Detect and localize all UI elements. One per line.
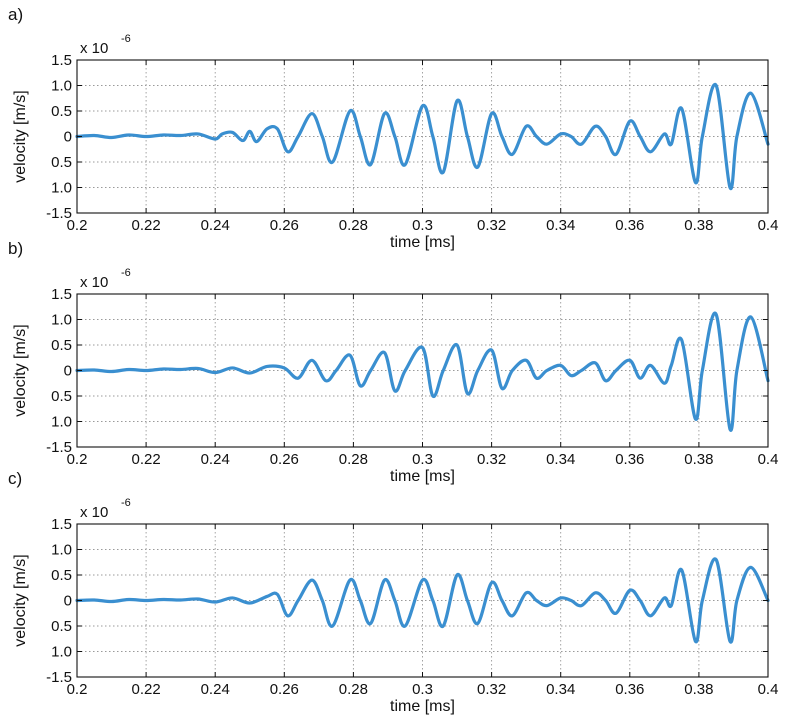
y-tick-label: -1.5 — [46, 439, 72, 456]
x-tick-label: 0.24 — [201, 451, 230, 468]
y-multiplier-label: x 10 — [80, 504, 108, 521]
x-tick-label: 0.38 — [684, 681, 713, 698]
x-axis-label: time [ms] — [390, 698, 455, 715]
x-tick-label: 0.32 — [477, 681, 506, 698]
y-tick-label: 0 — [64, 129, 72, 146]
y-tick-label: -1.5 — [46, 205, 72, 222]
x-tick-label: 0.34 — [546, 681, 575, 698]
y-tick-label: 0 — [64, 593, 72, 610]
chart-panel-1: a) x 10 -6 0.2 0.22 0.24 0.26 0.28 0.3 0.32 0.34 0.… — [8, 5, 778, 251]
y-tick-label: 1.0 — [51, 180, 72, 197]
x-tick-label: 0.38 — [684, 217, 713, 234]
x-tick-label: 0.34 — [546, 451, 575, 468]
y-tick-label: 0.5 — [51, 567, 72, 584]
x-tick-label: 0.22 — [131, 681, 160, 698]
y-tick-label: 0.5 — [51, 103, 72, 120]
y-tick-label: 1.5 — [51, 516, 72, 533]
y-tick-label: 1.5 — [51, 286, 72, 303]
y-tick-label: 1.5 — [51, 52, 72, 69]
y-tick-label: 1.0 — [51, 78, 72, 95]
x-tick-label: 0.28 — [339, 217, 368, 234]
x-tick-label: 0.3 — [412, 217, 433, 234]
y-tick-label: 0.5 — [51, 337, 72, 354]
panel-label: c) — [8, 469, 22, 488]
chart-panel-3: c) x 10 -6 0.2 0.22 0.24 0.26 0.28 0.3 0.32 0.34 0.… — [8, 469, 778, 715]
x-axis-label: time [ms] — [390, 234, 455, 251]
y-tick-label: 1.0 — [51, 542, 72, 559]
chart-panel-2: b) x 10 -6 0.2 0.22 0.24 0.26 0.28 0.3 0.32 0.34 0.… — [8, 239, 778, 485]
x-tick-label: 0.32 — [477, 451, 506, 468]
x-tick-label: 0.2 — [67, 681, 88, 698]
x-tick-label: 0.22 — [131, 451, 160, 468]
series-line — [75, 557, 770, 644]
y-tick-label: 1.0 — [51, 644, 72, 661]
x-tick-label: 0.24 — [201, 217, 230, 234]
x-tick-label: 0.36 — [615, 217, 644, 234]
y-exponent-label: -6 — [121, 33, 131, 45]
y-axis-label: velocity [m/s] — [12, 90, 29, 182]
x-tick-label: 0.4 — [758, 451, 779, 468]
y-axis-label: velocity [m/s] — [12, 324, 29, 416]
y-tick-label: 0.5 — [51, 618, 72, 635]
series-line — [75, 311, 770, 432]
x-tick-label: 0.3 — [412, 451, 433, 468]
x-tick-label: 0.28 — [339, 681, 368, 698]
x-tick-label: 0.26 — [270, 217, 299, 234]
x-tick-label: 0.26 — [270, 451, 299, 468]
x-tick-label: 0.4 — [758, 217, 779, 234]
x-tick-label: 0.24 — [201, 681, 230, 698]
y-exponent-label: -6 — [121, 497, 131, 509]
x-tick-label: 0.2 — [67, 451, 88, 468]
y-axis-label: velocity [m/s] — [12, 554, 29, 646]
y-tick-label: -1.5 — [46, 669, 72, 686]
x-tick-label: 0.36 — [615, 451, 644, 468]
x-tick-label: 0.26 — [270, 681, 299, 698]
y-tick-label: 0 — [64, 363, 72, 380]
panel-label: a) — [8, 5, 23, 24]
y-multiplier-label: x 10 — [80, 274, 108, 291]
x-axis-label: time [ms] — [390, 468, 455, 485]
x-tick-label: 0.4 — [758, 681, 779, 698]
x-tick-label: 0.34 — [546, 217, 575, 234]
x-tick-label: 0.3 — [412, 681, 433, 698]
series-line — [75, 82, 770, 191]
x-tick-label: 0.28 — [339, 451, 368, 468]
x-tick-label: 0.32 — [477, 217, 506, 234]
y-tick-label: 1.0 — [51, 312, 72, 329]
y-tick-label: 1.0 — [51, 414, 72, 431]
y-exponent-label: -6 — [121, 267, 131, 279]
y-multiplier-label: x 10 — [80, 40, 108, 57]
y-tick-label: 0.5 — [51, 388, 72, 405]
panel-label: b) — [8, 239, 23, 258]
x-tick-label: 0.38 — [684, 451, 713, 468]
x-tick-label: 0.22 — [131, 217, 160, 234]
x-tick-label: 0.36 — [615, 681, 644, 698]
x-tick-label: 0.2 — [67, 217, 88, 234]
y-tick-label: 0.5 — [51, 154, 72, 171]
